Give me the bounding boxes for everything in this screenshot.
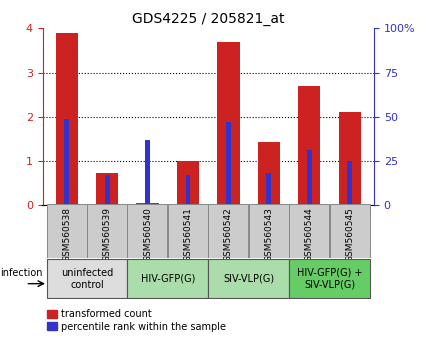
Text: GSM560543: GSM560543 [264, 207, 273, 262]
FancyBboxPatch shape [289, 259, 370, 298]
Text: GSM560542: GSM560542 [224, 207, 233, 262]
FancyBboxPatch shape [329, 204, 370, 258]
Text: GSM560541: GSM560541 [184, 207, 193, 262]
Text: HIV-GFP(G) +
SIV-VLP(G): HIV-GFP(G) + SIV-VLP(G) [297, 268, 362, 290]
Bar [258, 143, 280, 205]
FancyBboxPatch shape [47, 259, 127, 298]
Text: uninfected
control: uninfected control [61, 268, 113, 290]
Text: GSM560545: GSM560545 [345, 207, 354, 262]
FancyBboxPatch shape [249, 204, 289, 258]
Bar [266, 173, 271, 205]
FancyBboxPatch shape [208, 204, 248, 258]
Text: GSM560544: GSM560544 [305, 207, 314, 262]
Bar [298, 86, 320, 205]
Text: HIV-GFP(G): HIV-GFP(G) [141, 274, 195, 284]
Bar [145, 140, 150, 205]
Text: GSM560538: GSM560538 [62, 207, 71, 262]
Text: SIV-VLP(G): SIV-VLP(G) [223, 274, 274, 284]
Bar [136, 203, 159, 205]
Text: GSM560539: GSM560539 [103, 207, 112, 262]
Bar [217, 42, 240, 205]
Bar [56, 33, 78, 205]
FancyBboxPatch shape [47, 204, 87, 258]
Bar [186, 175, 190, 205]
FancyBboxPatch shape [289, 204, 329, 258]
FancyBboxPatch shape [128, 259, 208, 298]
FancyBboxPatch shape [208, 259, 289, 298]
Text: infection: infection [0, 268, 42, 278]
FancyBboxPatch shape [168, 204, 208, 258]
Bar [307, 150, 312, 205]
FancyBboxPatch shape [87, 204, 127, 258]
Bar [96, 173, 118, 205]
Bar [347, 161, 352, 205]
Bar [105, 175, 110, 205]
Title: GDS4225 / 205821_at: GDS4225 / 205821_at [132, 12, 284, 26]
Bar [64, 119, 69, 205]
Bar [177, 161, 199, 205]
FancyBboxPatch shape [128, 204, 167, 258]
Legend: transformed count, percentile rank within the sample: transformed count, percentile rank withi… [47, 309, 226, 332]
Bar [226, 122, 231, 205]
Bar [339, 113, 361, 205]
Text: GSM560540: GSM560540 [143, 207, 152, 262]
